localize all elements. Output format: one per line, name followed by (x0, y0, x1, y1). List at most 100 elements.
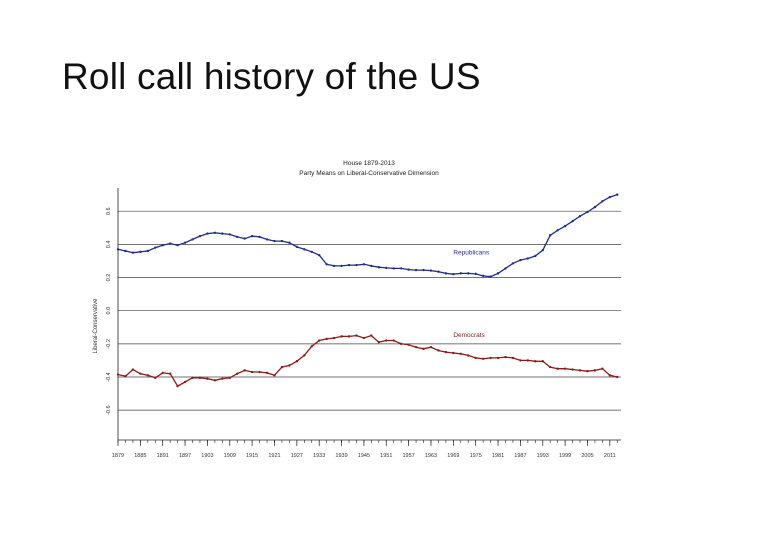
data-point-republicans (213, 231, 217, 234)
data-point-democrats (385, 339, 388, 342)
data-point-democrats (280, 365, 284, 369)
data-point-democrats (429, 345, 433, 349)
x-tick-label: 1951 (380, 453, 392, 459)
data-point-republicans (385, 266, 388, 270)
data-point-republicans (578, 214, 582, 218)
data-point-republicans (347, 263, 351, 267)
data-point-republicans (295, 245, 299, 249)
data-point-democrats (124, 374, 127, 378)
x-tick-label: 1999 (559, 453, 571, 459)
x-tick-label: 1903 (201, 453, 213, 459)
data-point-republicans (377, 266, 381, 269)
data-point-democrats (504, 355, 507, 359)
data-point-democrats (236, 372, 239, 375)
data-point-democrats (481, 357, 485, 360)
data-point-democrats (303, 354, 306, 357)
data-point-democrats (534, 360, 537, 363)
data-point-democrats (332, 336, 336, 340)
data-point-republicans (519, 258, 522, 262)
data-point-democrats (541, 360, 544, 363)
data-point-republicans (504, 267, 507, 270)
data-point-democrats (407, 343, 410, 346)
data-point-republicans (198, 234, 202, 238)
x-tick-label: 1939 (335, 453, 347, 459)
data-point-republicans (571, 219, 574, 223)
data-point-democrats (131, 368, 135, 371)
data-point-democrats (489, 356, 492, 360)
data-point-republicans (608, 195, 612, 199)
x-tick-label: 1897 (179, 453, 191, 459)
data-point-democrats (399, 342, 403, 346)
x-tick-label: 1891 (157, 453, 169, 459)
data-point-republicans (444, 272, 448, 275)
data-point-democrats (213, 379, 217, 382)
series-label-democrats: Democrats (453, 332, 485, 339)
chart-title: House 1879-2013 (343, 160, 395, 167)
data-point-republicans (496, 272, 500, 275)
data-point-democrats (139, 372, 142, 375)
data-point-republicans (161, 243, 164, 247)
data-point-democrats (191, 376, 194, 380)
slide-title: Roll call history of the US (62, 56, 481, 97)
data-point-democrats (340, 335, 343, 338)
data-point-democrats (116, 373, 120, 376)
data-point-democrats (295, 360, 299, 363)
series-line-democrats (117, 334, 618, 387)
data-point-democrats (228, 376, 231, 380)
data-point-republicans (534, 254, 537, 258)
x-tick-label: 1927 (291, 453, 303, 459)
x-tick-label: 2011 (604, 453, 616, 459)
data-point-democrats (347, 335, 351, 338)
data-point-republicans (392, 267, 395, 270)
data-point-democrats (198, 376, 202, 380)
data-point-republicans (362, 263, 366, 266)
data-point-democrats (221, 377, 224, 380)
grid-lines (118, 210, 621, 411)
data-point-republicans (183, 241, 187, 244)
x-tick-label: 1879 (112, 453, 124, 459)
data-point-democrats (496, 356, 500, 360)
x-tick-label: 1987 (514, 453, 526, 459)
data-point-democrats (206, 377, 209, 380)
x-tick-label: 1963 (425, 453, 437, 459)
data-point-democrats (250, 370, 254, 374)
data-point-democrats (459, 352, 462, 355)
data-point-democrats (526, 359, 530, 362)
data-point-democrats (318, 339, 321, 342)
data-point-republicans (556, 229, 559, 232)
data-point-republicans (303, 248, 306, 251)
axes: 0.6 0.4 0.2 0.0 -0.2 -0.4 -0.6 1879 1885 1891 1897… (106, 188, 621, 459)
data-point-republicans (437, 270, 440, 273)
data-point-democrats (273, 374, 276, 377)
data-point-republicans (459, 272, 462, 275)
y-tick-label: 0.0 (106, 307, 112, 315)
data-point-republicans (481, 274, 485, 278)
data-point-democrats (243, 369, 246, 372)
series-lines (116, 193, 619, 388)
data-point-republicans (407, 268, 410, 271)
data-point-democrats (146, 374, 150, 377)
data-point-republicans (593, 205, 597, 209)
data-point-democrats (265, 371, 269, 375)
data-point-republicans (124, 249, 127, 253)
data-point-democrats (519, 359, 522, 362)
data-point-republicans (146, 249, 150, 253)
data-point-republicans (228, 233, 231, 236)
data-point-democrats (355, 334, 358, 337)
data-point-democrats (444, 350, 448, 354)
data-point-republicans (280, 239, 284, 243)
data-point-republicans (310, 250, 313, 254)
chart-subtitle: Party Means on Liberal-Conservative Dime… (299, 170, 439, 177)
data-point-republicans (288, 241, 291, 244)
data-point-republicans (273, 239, 276, 243)
data-point-republicans (168, 242, 172, 245)
data-point-republicans (601, 200, 604, 203)
x-tick-label: 1981 (492, 453, 504, 459)
data-point-republicans (318, 253, 321, 257)
data-point-republicans (340, 264, 343, 268)
data-point-democrats (437, 349, 440, 352)
data-point-republicans (563, 224, 567, 228)
data-point-democrats (183, 380, 187, 384)
data-point-democrats (362, 336, 366, 340)
data-point-democrats (414, 345, 418, 349)
